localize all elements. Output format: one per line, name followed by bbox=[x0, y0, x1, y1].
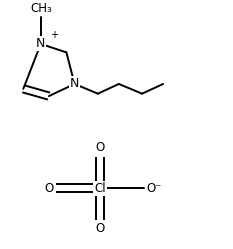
Text: Cl: Cl bbox=[94, 182, 106, 195]
Text: N: N bbox=[36, 37, 45, 50]
Text: N: N bbox=[70, 77, 79, 90]
Text: O: O bbox=[96, 141, 105, 154]
Text: O: O bbox=[44, 182, 54, 195]
Text: O: O bbox=[96, 222, 105, 235]
Text: +: + bbox=[50, 30, 58, 40]
Text: CH₃: CH₃ bbox=[30, 2, 52, 15]
Text: O⁻: O⁻ bbox=[147, 182, 162, 195]
